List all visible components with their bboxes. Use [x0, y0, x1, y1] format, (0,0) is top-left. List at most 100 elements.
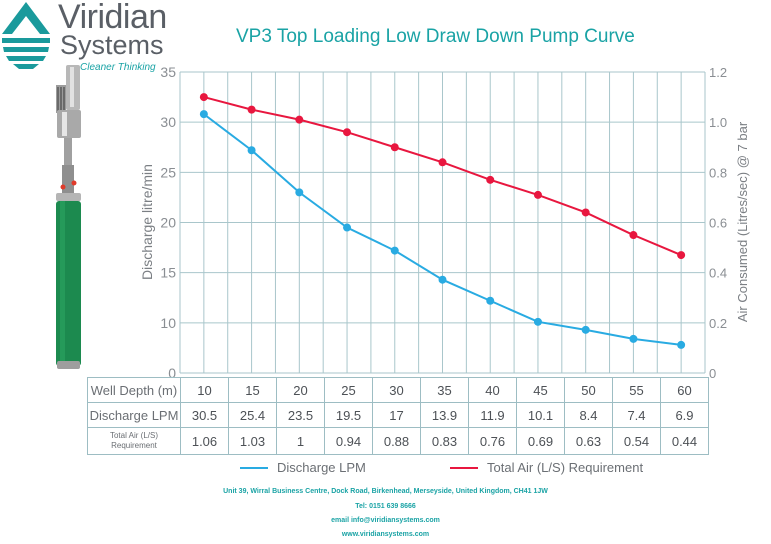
data-point-total-air-l-s-requirement — [199, 93, 208, 102]
data-point-discharge-lpm — [438, 275, 447, 284]
footer-email[interactable]: email info@viridiansystems.com — [331, 517, 440, 524]
y2-tick-label: 0 — [709, 366, 716, 381]
cell: 55 — [612, 377, 661, 403]
data-point-discharge-lpm — [533, 317, 542, 326]
footer-tel: Tel: 0151 639 8666 — [355, 503, 416, 510]
table-row-well-depth: Well Depth (m) 10 15 20 25 30 35 40 45 5… — [87, 377, 709, 403]
data-point-total-air-l-s-requirement — [629, 231, 638, 240]
row-header-total-air: Total Air (L/S) Requirement — [87, 427, 181, 455]
legend-label-total-air: Total Air (L/S) Requirement — [487, 460, 644, 475]
page-title: VP3 Top Loading Low Draw Down Pump Curve — [236, 26, 635, 47]
data-table: Well Depth (m) 10 15 20 25 30 35 40 45 5… — [87, 377, 709, 455]
y2-tick-label: 0.2 — [709, 316, 727, 331]
table-row-discharge: Discharge LPM 30.5 25.4 23.5 19.5 17 13.… — [87, 402, 709, 428]
chart-series — [199, 93, 686, 349]
legend-swatch-discharge — [240, 466, 268, 469]
cell: 20 — [276, 377, 325, 403]
cell: 8.4 — [564, 402, 613, 428]
cell: 0.83 — [420, 427, 469, 455]
cell: 40 — [468, 377, 517, 403]
cell: 45 — [516, 377, 565, 403]
data-point-discharge-lpm — [295, 188, 304, 197]
cell: 11.9 — [468, 402, 517, 428]
brand-name-line1: Viridian — [58, 0, 167, 36]
water-drop-logo-icon — [2, 2, 50, 69]
y-tick-label: 0 — [168, 365, 176, 381]
y-tick-label: 30 — [160, 114, 176, 130]
row-header-total-air-line1: Total Air (L/S) — [109, 431, 158, 440]
y2-tick-label: 0.8 — [709, 165, 727, 180]
cell: 19.5 — [324, 402, 373, 428]
data-point-total-air-l-s-requirement — [295, 115, 304, 124]
legend-label-discharge: Discharge LPM — [277, 460, 366, 475]
data-point-discharge-lpm — [629, 334, 638, 343]
cell: 15 — [228, 377, 277, 403]
data-point-total-air-l-s-requirement — [533, 190, 542, 199]
cell: 17 — [372, 402, 421, 428]
brand-logo: Viridian Systems Cleaner Thinking — [0, 0, 167, 80]
cell: 0.54 — [612, 427, 661, 455]
y2-tick-label: 0.4 — [709, 266, 727, 281]
data-point-discharge-lpm — [343, 223, 352, 232]
data-point-discharge-lpm — [677, 340, 686, 349]
cell: 0.44 — [660, 427, 709, 455]
data-point-discharge-lpm — [390, 246, 399, 255]
cell: 25.4 — [228, 402, 277, 428]
legend-swatch-total-air — [450, 466, 478, 469]
table-row-total-air: Total Air (L/S) Requirement 1.06 1.03 1 … — [87, 427, 709, 455]
pump-image — [56, 65, 81, 369]
row-header-discharge: Discharge LPM — [87, 402, 181, 428]
cell: 60 — [660, 377, 709, 403]
brand-tagline: Cleaner Thinking — [80, 62, 156, 73]
data-point-discharge-lpm — [247, 146, 256, 155]
cell: 0.69 — [516, 427, 565, 455]
cell: 35 — [420, 377, 469, 403]
y-axis-label: Discharge litre/min — [139, 164, 155, 280]
cell: 1 — [276, 427, 325, 455]
footer-website[interactable]: www.viridiansystems.com — [341, 531, 430, 538]
brand-name-line2: Systems — [60, 30, 164, 60]
row-header-well-depth: Well Depth (m) — [87, 377, 181, 403]
cell: 0.63 — [564, 427, 613, 455]
cell: 1.03 — [228, 427, 277, 455]
cell: 7.4 — [612, 402, 661, 428]
y-tick-label: 25 — [160, 164, 176, 180]
data-point-total-air-l-s-requirement — [343, 128, 352, 137]
cell: 10.1 — [516, 402, 565, 428]
cell: 0.94 — [324, 427, 373, 455]
legend-item-total-air: Total Air (L/S) Requirement — [450, 460, 643, 475]
pump-curve-chart: 0 10 15 20 25 30 35 0 0.2 0.4 0.6 0.8 1.0 1.2 Dischar… — [139, 64, 750, 381]
cell: 10 — [180, 377, 229, 403]
cell: 0.88 — [372, 427, 421, 455]
data-point-total-air-l-s-requirement — [581, 208, 590, 217]
y2-tick-label: 1.2 — [709, 65, 727, 80]
y2-axis-label: Air Consumed (Litres/sec) @ 7 bar — [735, 121, 750, 322]
data-point-discharge-lpm — [486, 296, 495, 305]
cell: 50 — [564, 377, 613, 403]
data-point-total-air-l-s-requirement — [677, 251, 686, 260]
cell: 0.76 — [468, 427, 517, 455]
data-point-discharge-lpm — [581, 325, 590, 334]
y-tick-label: 15 — [160, 265, 176, 281]
y2-tick-label: 0.6 — [709, 216, 727, 231]
cell: 13.9 — [420, 402, 469, 428]
cell: 30.5 — [180, 402, 229, 428]
y-tick-label: 35 — [160, 64, 176, 80]
chart-axes: 0 10 15 20 25 30 35 0 0.2 0.4 0.6 0.8 1.0 1.2 — [160, 64, 727, 381]
data-point-total-air-l-s-requirement — [438, 158, 447, 167]
data-point-total-air-l-s-requirement — [486, 175, 495, 184]
row-header-total-air-line2: Requirement — [111, 441, 157, 450]
y2-tick-label: 1.0 — [709, 115, 727, 130]
y-tick-label: 20 — [160, 215, 176, 231]
data-point-total-air-l-s-requirement — [247, 105, 256, 114]
footer-address: Unit 39, Wirral Business Centre, Dock Ro… — [223, 488, 548, 495]
chart-grid — [179, 71, 706, 374]
cell: 23.5 — [276, 402, 325, 428]
data-point-total-air-l-s-requirement — [390, 143, 399, 152]
data-point-discharge-lpm — [199, 110, 208, 119]
cell: 1.06 — [180, 427, 229, 455]
cell: 25 — [324, 377, 373, 403]
cell: 30 — [372, 377, 421, 403]
cell: 6.9 — [660, 402, 709, 428]
legend-item-discharge: Discharge LPM — [240, 460, 366, 475]
